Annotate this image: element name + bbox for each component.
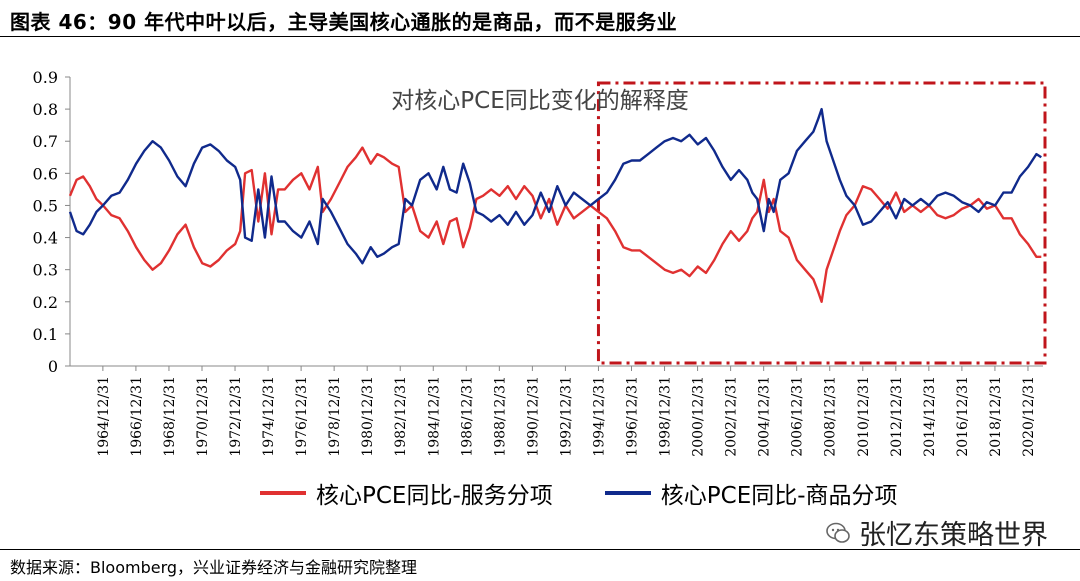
legend-label-services: 核心PCE同比-服务分项 [316, 483, 553, 509]
y-tick-label: 0.9 [33, 68, 58, 87]
highlight-box [596, 81, 1047, 365]
series-line-services [68, 146, 1042, 303]
y-tick-label: 0.6 [33, 164, 58, 183]
y-tick-label: 0.5 [33, 196, 58, 215]
y-tick-label: 0.4 [33, 229, 58, 248]
legend-label-goods: 核心PCE同比-商品分项 [660, 483, 898, 509]
y-tick-label: 0 [48, 357, 58, 376]
chart-legend: 核心PCE同比-服务分项 核心PCE同比-商品分项 [260, 476, 898, 510]
x-tick-label: 2006/12/31 [790, 376, 806, 457]
x-tick-label: 1978/12/31 [327, 376, 343, 457]
x-tick-label: 2018/12/31 [988, 376, 1004, 457]
x-tick-label: 2000/12/31 [691, 376, 707, 457]
x-tick-label: 2016/12/31 [955, 376, 971, 457]
x-tick-label: 1982/12/31 [393, 376, 409, 457]
x-tick-label: 1976/12/31 [294, 376, 310, 457]
x-tick-label: 2002/12/31 [724, 376, 740, 457]
x-tick-label: 2010/12/31 [856, 376, 872, 457]
x-tick-label: 1970/12/31 [195, 376, 211, 457]
y-tick-label: 0.2 [33, 293, 58, 312]
legend-swatch-goods [604, 491, 651, 495]
x-tick-label: 1998/12/31 [658, 376, 674, 457]
wechat-icon [826, 522, 850, 543]
x-tick-label: 1974/12/31 [261, 376, 277, 457]
y-tick-label: 0.3 [33, 261, 58, 280]
legend-item-services: 核心PCE同比-服务分项 [260, 476, 553, 510]
source-rule [0, 549, 1080, 550]
legend-item-goods: 核心PCE同比-商品分项 [604, 476, 898, 510]
x-tick-label: 2008/12/31 [823, 376, 839, 457]
x-tick-label: 1990/12/31 [525, 376, 541, 457]
x-tick-label: 2014/12/31 [922, 376, 938, 457]
x-tick-label: 1980/12/31 [360, 376, 376, 457]
annotation-layer: 对核心PCE同比变化的解释度 [391, 88, 688, 114]
x-tick-label: 1964/12/31 [96, 376, 112, 457]
x-tick-label: 2012/12/31 [889, 376, 905, 457]
chart-axes: 0 0.1 0.2 0.3 0.4 0.5 0.6 0.7 0.8 0.9 1964/12/31 19… [33, 68, 1043, 457]
line-chart: 0 0.1 0.2 0.3 0.4 0.5 0.6 0.7 0.8 0.9 1964/12/31 19… [33, 68, 1047, 457]
watermark-text: 张忆东策略世界 [859, 520, 1048, 551]
x-tick-label: 2020/12/31 [1021, 376, 1037, 457]
legend-swatch-services [260, 491, 306, 495]
x-tick-label: 1994/12/31 [591, 376, 607, 457]
chart-annotation: 对核心PCE同比变化的解释度 [391, 88, 688, 114]
x-tick-label: 1966/12/31 [129, 376, 145, 457]
title-rule [0, 36, 1080, 37]
x-tick-label: 1972/12/31 [228, 376, 244, 457]
x-tick-label: 1992/12/31 [558, 376, 574, 457]
figure-title: 图表 46：90 年代中叶以后，主导美国核心通胀的是商品，而不是服务业 [10, 10, 678, 34]
series-lines [68, 107, 1042, 303]
y-tick-label: 0.1 [33, 325, 58, 344]
y-tick-label: 0.8 [33, 100, 58, 119]
x-tick-label: 1986/12/31 [459, 376, 475, 457]
highlight-layer [596, 81, 1047, 365]
x-tick-label: 1996/12/31 [624, 376, 640, 457]
x-tick-label: 2004/12/31 [757, 376, 773, 457]
x-tick-label: 1988/12/31 [492, 376, 508, 457]
source-note: 数据来源：Bloomberg，兴业证券经济与金融研究院整理 [10, 558, 418, 577]
x-tick-label: 1984/12/31 [426, 376, 442, 457]
series-line-goods [68, 107, 1042, 265]
y-tick-label: 0.7 [33, 132, 58, 151]
watermark: 张忆东策略世界 [825, 513, 1048, 552]
x-tick-label: 1968/12/31 [162, 376, 178, 457]
